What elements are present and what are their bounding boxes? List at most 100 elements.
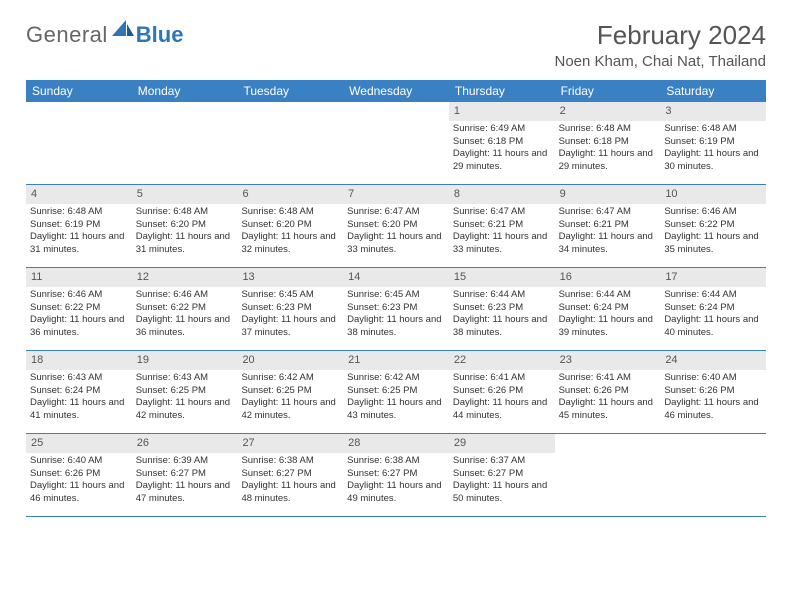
day-cell: 19Sunrise: 6:43 AMSunset: 6:25 PMDayligh… <box>132 351 238 433</box>
sunrise-text: Sunrise: 6:42 AM <box>347 372 445 385</box>
sunrise-text: Sunrise: 6:49 AM <box>453 123 551 136</box>
day-cell <box>26 102 132 184</box>
sunset-text: Sunset: 6:24 PM <box>30 385 128 398</box>
sunset-text: Sunset: 6:20 PM <box>136 219 234 232</box>
sunset-text: Sunset: 6:20 PM <box>241 219 339 232</box>
sunrise-text: Sunrise: 6:41 AM <box>559 372 657 385</box>
sunset-text: Sunset: 6:18 PM <box>453 136 551 149</box>
weekday-header: Thursday <box>449 80 555 102</box>
sunrise-text: Sunrise: 6:48 AM <box>30 206 128 219</box>
day-cell: 2Sunrise: 6:48 AMSunset: 6:18 PMDaylight… <box>555 102 661 184</box>
week-row: 4Sunrise: 6:48 AMSunset: 6:19 PMDaylight… <box>26 185 766 268</box>
day-number: 27 <box>237 434 343 453</box>
sunset-text: Sunset: 6:24 PM <box>559 302 657 315</box>
day-number: 9 <box>555 185 661 204</box>
daylight-text: Daylight: 11 hours and 44 minutes. <box>453 397 551 423</box>
day-number: 19 <box>132 351 238 370</box>
calendar: Sunday Monday Tuesday Wednesday Thursday… <box>26 80 766 517</box>
day-cell: 14Sunrise: 6:45 AMSunset: 6:23 PMDayligh… <box>343 268 449 350</box>
sunrise-text: Sunrise: 6:38 AM <box>241 455 339 468</box>
day-cell: 21Sunrise: 6:42 AMSunset: 6:25 PMDayligh… <box>343 351 449 433</box>
day-body: Sunrise: 6:48 AMSunset: 6:18 PMDaylight:… <box>555 123 661 178</box>
day-body: Sunrise: 6:41 AMSunset: 6:26 PMDaylight:… <box>449 372 555 427</box>
day-body: Sunrise: 6:47 AMSunset: 6:21 PMDaylight:… <box>449 206 555 261</box>
sunset-text: Sunset: 6:23 PM <box>347 302 445 315</box>
sunset-text: Sunset: 6:23 PM <box>241 302 339 315</box>
day-cell: 3Sunrise: 6:48 AMSunset: 6:19 PMDaylight… <box>660 102 766 184</box>
day-body: Sunrise: 6:38 AMSunset: 6:27 PMDaylight:… <box>237 455 343 510</box>
day-body <box>26 123 132 127</box>
daylight-text: Daylight: 11 hours and 30 minutes. <box>664 148 762 174</box>
day-number: 25 <box>26 434 132 453</box>
sunrise-text: Sunrise: 6:43 AM <box>136 372 234 385</box>
sunset-text: Sunset: 6:24 PM <box>664 302 762 315</box>
day-number: 5 <box>132 185 238 204</box>
daylight-text: Daylight: 11 hours and 36 minutes. <box>30 314 128 340</box>
daylight-text: Daylight: 11 hours and 47 minutes. <box>136 480 234 506</box>
day-body <box>343 123 449 127</box>
sunrise-text: Sunrise: 6:48 AM <box>136 206 234 219</box>
day-cell: 5 Sunrise: 6:48 AMSunset: 6:20 PMDaylight… <box>132 185 238 267</box>
daylight-text: Daylight: 11 hours and 38 minutes. <box>453 314 551 340</box>
day-cell: 25Sunrise: 6:40 AMSunset: 6:26 PMDayligh… <box>26 434 132 516</box>
sunrise-text: Sunrise: 6:43 AM <box>30 372 128 385</box>
sunset-text: Sunset: 6:22 PM <box>136 302 234 315</box>
day-number: 11 <box>26 268 132 287</box>
day-cell <box>660 434 766 516</box>
day-body: Sunrise: 6:40 AMSunset: 6:26 PMDaylight:… <box>660 372 766 427</box>
weekday-header: Saturday <box>660 80 766 102</box>
logo-word1: General <box>26 22 108 48</box>
day-body: Sunrise: 6:48 AMSunset: 6:20 PMDaylight:… <box>132 206 238 261</box>
daylight-text: Daylight: 11 hours and 49 minutes. <box>347 480 445 506</box>
day-number: 23 <box>555 351 661 370</box>
sunrise-text: Sunrise: 6:44 AM <box>453 289 551 302</box>
sunrise-text: Sunrise: 6:39 AM <box>136 455 234 468</box>
day-cell <box>237 102 343 184</box>
day-cell: 27 Sunrise: 6:38 AMSunset: 6:27 PMDayligh… <box>237 434 343 516</box>
sunset-text: Sunset: 6:25 PM <box>241 385 339 398</box>
sunset-text: Sunset: 6:26 PM <box>30 468 128 481</box>
week-row: 11 Sunrise: 6:46 AMSunset: 6:22 PMDayligh… <box>26 268 766 351</box>
day-body: Sunrise: 6:44 AMSunset: 6:24 PMDaylight:… <box>660 289 766 344</box>
daylight-text: Daylight: 11 hours and 37 minutes. <box>241 314 339 340</box>
day-cell <box>343 102 449 184</box>
header: General Blue February 2024 Noen Kham, Ch… <box>26 20 766 70</box>
sunset-text: Sunset: 6:25 PM <box>347 385 445 398</box>
day-body: Sunrise: 6:44 AMSunset: 6:23 PMDaylight:… <box>449 289 555 344</box>
day-cell: 17Sunrise: 6:44 AMSunset: 6:24 PMDayligh… <box>660 268 766 350</box>
day-cell: 26Sunrise: 6:39 AMSunset: 6:27 PMDayligh… <box>132 434 238 516</box>
sunrise-text: Sunrise: 6:45 AM <box>347 289 445 302</box>
sunrise-text: Sunrise: 6:38 AM <box>347 455 445 468</box>
daylight-text: Daylight: 11 hours and 29 minutes. <box>453 148 551 174</box>
day-body: Sunrise: 6:48 AMSunset: 6:20 PMDaylight:… <box>237 206 343 261</box>
sunset-text: Sunset: 6:25 PM <box>136 385 234 398</box>
day-body: Sunrise: 6:42 AMSunset: 6:25 PMDaylight:… <box>237 372 343 427</box>
sunset-text: Sunset: 6:19 PM <box>664 136 762 149</box>
sunset-text: Sunset: 6:18 PM <box>559 136 657 149</box>
daylight-text: Daylight: 11 hours and 40 minutes. <box>664 314 762 340</box>
day-body: Sunrise: 6:48 AMSunset: 6:19 PMDaylight:… <box>660 123 766 178</box>
sunrise-text: Sunrise: 6:47 AM <box>453 206 551 219</box>
sunrise-text: Sunrise: 6:48 AM <box>559 123 657 136</box>
day-body <box>237 123 343 127</box>
daylight-text: Daylight: 11 hours and 36 minutes. <box>136 314 234 340</box>
weekday-header: Tuesday <box>237 80 343 102</box>
weekday-header-row: Sunday Monday Tuesday Wednesday Thursday… <box>26 80 766 102</box>
day-cell: 20Sunrise: 6:42 AMSunset: 6:25 PMDayligh… <box>237 351 343 433</box>
day-body: Sunrise: 6:46 AMSunset: 6:22 PMDaylight:… <box>660 206 766 261</box>
location-subtitle: Noen Kham, Chai Nat, Thailand <box>554 53 766 70</box>
daylight-text: Daylight: 11 hours and 33 minutes. <box>347 231 445 257</box>
day-cell: 23Sunrise: 6:41 AMSunset: 6:26 PMDayligh… <box>555 351 661 433</box>
week-row: 1Sunrise: 6:49 AMSunset: 6:18 PMDaylight… <box>26 102 766 185</box>
day-body: Sunrise: 6:47 AMSunset: 6:20 PMDaylight:… <box>343 206 449 261</box>
title-block: February 2024 Noen Kham, Chai Nat, Thail… <box>554 20 766 70</box>
day-body: Sunrise: 6:46 AMSunset: 6:22 PMDaylight:… <box>26 289 132 344</box>
day-cell: 24Sunrise: 6:40 AMSunset: 6:26 PMDayligh… <box>660 351 766 433</box>
day-number: 29 <box>449 434 555 453</box>
sunset-text: Sunset: 6:22 PM <box>30 302 128 315</box>
day-cell: 11 Sunrise: 6:46 AMSunset: 6:22 PMDayligh… <box>26 268 132 350</box>
sunset-text: Sunset: 6:21 PM <box>453 219 551 232</box>
sunset-text: Sunset: 6:27 PM <box>241 468 339 481</box>
sunset-text: Sunset: 6:23 PM <box>453 302 551 315</box>
sunset-text: Sunset: 6:19 PM <box>30 219 128 232</box>
